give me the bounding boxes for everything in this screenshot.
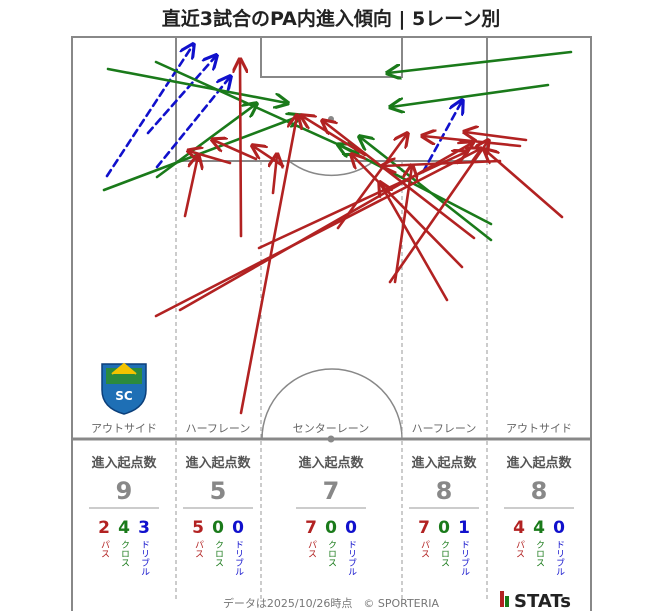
pass-arrow	[253, 146, 285, 168]
pass-arrow	[213, 140, 258, 161]
stat-dribble-count: 1	[458, 518, 470, 538]
brand-icon-bar	[500, 591, 504, 607]
pass-arrow	[302, 116, 367, 157]
stat-total: 5	[210, 477, 227, 505]
stat-header: 進入起点数	[298, 455, 364, 471]
lane-label-outside-left: アウトサイド	[91, 422, 157, 435]
stat-pass-label: パス	[193, 540, 204, 558]
dribble-arrow	[105, 45, 193, 178]
pass-arrow	[423, 136, 522, 148]
cross-arrow	[388, 50, 573, 73]
stat-pass-label: パス	[514, 540, 525, 558]
stat-cross-count: 0	[212, 518, 224, 538]
cross-arrow	[106, 67, 287, 103]
stat-header: 進入起点数	[91, 455, 157, 471]
lane-label-center: センターレーン	[293, 422, 369, 435]
stat-dribble-label: ドリブル	[459, 540, 470, 576]
center-circle	[261, 368, 403, 440]
stat-pass-count: 4	[513, 518, 525, 538]
stat-cross-label: クロス	[119, 540, 129, 567]
cross-arrow	[102, 116, 300, 192]
stat-cross-count: 0	[325, 518, 337, 538]
pass-arrow	[323, 121, 476, 240]
pass-arrow	[383, 161, 502, 166]
stat-total: 7	[323, 477, 340, 505]
stat-dribble-count: 0	[232, 518, 244, 538]
chart-title: 直近3試合のPA内進入傾向 | 5レーン別	[162, 7, 501, 30]
stat-header: 進入起点数	[506, 455, 572, 471]
brand-name: STATs	[514, 591, 571, 611]
goal-area	[260, 36, 403, 78]
stat-dribble-count: 0	[345, 518, 357, 538]
stat-cross-label: クロス	[439, 540, 449, 567]
stat-header: 進入起点数	[185, 455, 251, 471]
pass-arrow	[388, 141, 488, 284]
stat-pass-count: 2	[98, 518, 110, 538]
cross-arrow	[154, 60, 357, 153]
stat-cross-count: 4	[533, 518, 545, 538]
cross-arrow	[339, 145, 493, 226]
team-logo: SC	[101, 362, 147, 415]
pass-arrow	[465, 132, 528, 140]
stat-pass-count: 5	[192, 518, 204, 538]
logo-text: SC	[115, 389, 133, 403]
pass-arrow	[352, 155, 464, 269]
lane-stats: 進入起点数 92 パス 4 クロス 3 ドリブル 進入起点数 55 パス 0 クロス 0 ドリブル 進入起点…	[89, 455, 574, 576]
dribble-arrow	[146, 56, 216, 135]
footer-credit: データは2025/10/26時点 © SPORTERIA	[223, 596, 440, 610]
pass-arrow	[380, 183, 449, 302]
cross-arrow	[360, 137, 493, 242]
lane-label-outside-right: アウトサイド	[506, 422, 572, 435]
stat-cross-count: 4	[118, 518, 130, 538]
stat-total: 8	[531, 477, 548, 505]
stat-cross-label: クロス	[213, 540, 223, 567]
stat-dribble-label: ドリブル	[554, 540, 565, 576]
entry-arrows	[102, 45, 573, 415]
stat-pass-count: 7	[305, 518, 317, 538]
lane-label-halfspace-right: ハーフレーン	[412, 422, 477, 435]
pass-arrow	[336, 134, 407, 230]
brand-icon-bar	[505, 596, 509, 607]
stat-pass-count: 7	[418, 518, 430, 538]
dribble-arrow	[155, 77, 230, 169]
stat-total: 9	[116, 477, 133, 505]
pass-arrow	[189, 151, 232, 165]
stat-pass-label: パス	[99, 540, 110, 558]
dribble-arrow	[421, 101, 462, 174]
stat-header: 進入起点数	[411, 455, 477, 471]
stat-cross-label: クロス	[534, 540, 544, 567]
brand-logo: STATs	[500, 591, 571, 611]
pass-arrow	[240, 60, 241, 238]
stat-pass-label: パス	[306, 540, 317, 558]
pass-arrow	[257, 152, 466, 250]
stat-dribble-count: 0	[553, 518, 565, 538]
stat-dribble-label: ドリブル	[233, 540, 244, 576]
pass-arrow	[183, 156, 198, 218]
stat-total: 8	[436, 477, 453, 505]
stat-cross-label: クロス	[326, 540, 336, 567]
cross-arrow	[391, 83, 550, 107]
pass-arrow	[239, 116, 297, 415]
penalty-spot	[328, 116, 334, 122]
center-spot	[327, 435, 335, 443]
stat-dribble-label: ドリブル	[346, 540, 357, 576]
stat-pass-label: パス	[419, 540, 430, 558]
stat-cross-count: 0	[438, 518, 450, 538]
stat-dribble-label: ドリブル	[139, 540, 150, 576]
lane-label-halfspace-left: ハーフレーン	[186, 422, 251, 435]
stat-dribble-count: 3	[138, 518, 150, 538]
